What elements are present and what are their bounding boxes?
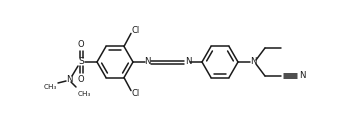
Text: N: N xyxy=(299,72,305,80)
Text: S: S xyxy=(78,58,84,66)
Text: N: N xyxy=(250,58,256,66)
Text: O: O xyxy=(78,75,84,84)
Text: N: N xyxy=(144,58,150,66)
Text: Cl: Cl xyxy=(132,89,140,98)
Text: CH₃: CH₃ xyxy=(77,91,91,97)
Text: CH₃: CH₃ xyxy=(43,84,57,90)
Text: O: O xyxy=(78,40,84,49)
Text: Cl: Cl xyxy=(132,26,140,35)
Text: N: N xyxy=(66,76,72,84)
Text: N: N xyxy=(185,58,191,66)
